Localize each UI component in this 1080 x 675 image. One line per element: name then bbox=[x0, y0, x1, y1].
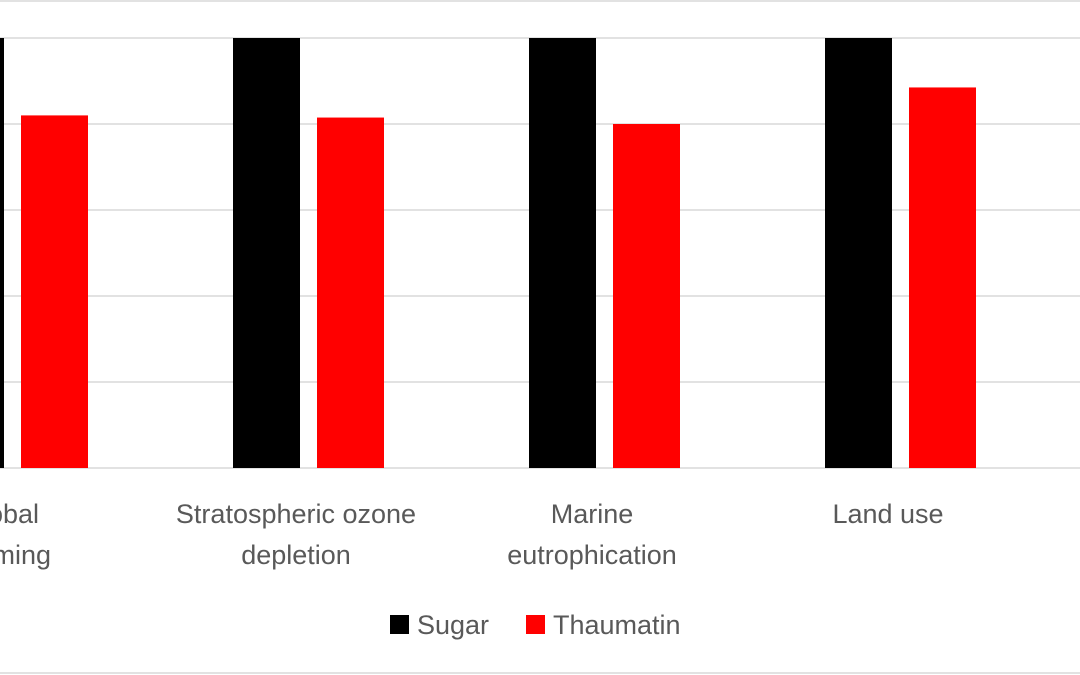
bar-thaumatin-1 bbox=[317, 117, 384, 469]
category-label-2: Marine eutrophication bbox=[507, 499, 677, 570]
legend: Sugar Thaumatin bbox=[390, 610, 681, 640]
legend-label-sugar: Sugar bbox=[417, 610, 489, 640]
bar-sugar-1 bbox=[233, 38, 300, 468]
legend-swatch-sugar bbox=[390, 615, 409, 634]
legend-label-thaumatin: Thaumatin bbox=[553, 610, 681, 640]
category-label-0: Globalwarming bbox=[0, 499, 51, 570]
bar-thaumatin-3 bbox=[909, 87, 976, 468]
category-label-1: Stratospheric ozone depletion bbox=[176, 499, 416, 570]
bar-thaumatin-0 bbox=[21, 115, 88, 469]
category-labels: Globalwarming Stratospheric ozonedepletio… bbox=[0, 499, 944, 570]
bar-sugar-0 bbox=[0, 38, 4, 468]
bar-thaumatin-2 bbox=[613, 124, 680, 468]
legend-swatch-thaumatin bbox=[526, 615, 545, 634]
bar-sugar-2 bbox=[529, 38, 596, 468]
bars bbox=[0, 38, 976, 469]
bar-sugar-3 bbox=[825, 38, 892, 468]
category-label-3: Land use bbox=[832, 499, 943, 529]
